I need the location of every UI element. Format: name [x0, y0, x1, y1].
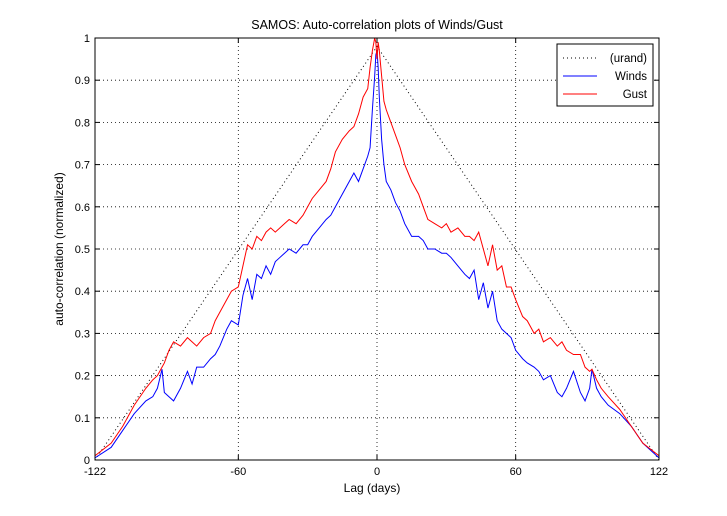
chart-title: SAMOS: Auto-correlation plots of Winds/G…: [251, 18, 503, 32]
legend: (urand) Winds Gust: [556, 43, 654, 107]
y-tick-label: 0: [84, 455, 90, 467]
x-tick-label: -122: [84, 466, 106, 478]
legend-label: Gust: [623, 89, 648, 101]
y-tick-label: 0.9: [75, 75, 90, 87]
y-tick-label: 0.2: [75, 371, 90, 383]
y-tick-label: 0.8: [75, 117, 90, 129]
y-tick-label: 1: [84, 33, 90, 45]
x-tick-label: 0: [374, 466, 380, 478]
legend-label: (urand): [610, 53, 647, 65]
y-tick-label: 0.7: [75, 160, 90, 172]
legend-box: [556, 43, 654, 107]
series-group: [94, 37, 660, 461]
x-axis-label: Lag (days): [344, 481, 401, 495]
y-tick-label: 0.4: [75, 286, 90, 298]
ticks: -122 -60 0 60 122 0 0.1 0.2 0.3 0.4 0.5 0.6 0.7 0.8 0.…: [75, 33, 668, 478]
y-tick-label: 0.5: [75, 244, 90, 256]
plot-area: [95, 38, 659, 460]
y-axis-label: auto-correlation (normalized): [52, 172, 66, 325]
y-tick-label: 0.6: [75, 202, 90, 214]
y-tick-label: 0.1: [75, 413, 90, 425]
x-tick-label: 122: [650, 466, 668, 478]
x-tick-label: 60: [510, 466, 522, 478]
y-tick-label: 0.3: [75, 328, 90, 340]
series-line-gust: [94, 37, 660, 457]
legend-label: Winds: [615, 71, 647, 83]
x-tick-label: -60: [230, 466, 246, 478]
series-line-urand: [94, 45, 660, 461]
series-line-winds: [94, 50, 660, 459]
